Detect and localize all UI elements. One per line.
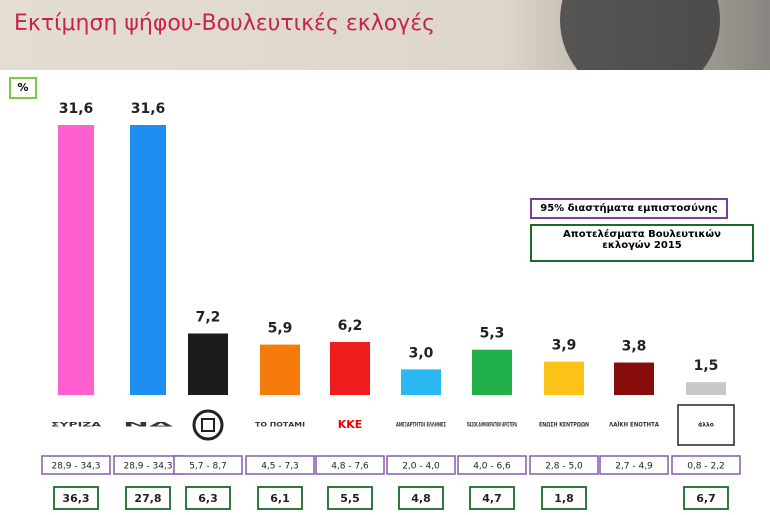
category-label: ΠΑΣΟΚ ΔΗΜΟΚΡΑΤΙΚΗ ΑΡΙΣΤΕΡΑ (467, 422, 517, 429)
logo-box (536, 405, 592, 445)
bar (472, 349, 512, 395)
logo-emblem (201, 418, 215, 432)
value-label: 5,9 (268, 321, 293, 337)
interval-box (457, 455, 527, 475)
interval-label: 4,5 - 7,3 (261, 462, 299, 472)
category-label: ΛΑΪΚΗ ΕΝΟΤΗΤΑ (609, 422, 659, 429)
previous-box (257, 486, 303, 510)
bar (130, 125, 166, 395)
category-label: ΝΔ (123, 422, 175, 429)
previous-box (185, 486, 231, 510)
category-label: ΚΚΕ (338, 418, 363, 431)
value-label: 3,9 (552, 338, 577, 354)
previous-box (398, 486, 444, 510)
bar (58, 125, 94, 395)
interval-label: 4,0 - 6,6 (473, 462, 511, 472)
bar (188, 333, 228, 395)
logo-box (606, 405, 662, 445)
bar (401, 369, 441, 395)
value-label: 7,2 (196, 309, 221, 325)
logo-box (393, 405, 449, 445)
previous-box (53, 486, 99, 510)
value-label: 5,3 (480, 326, 505, 342)
previous-label: 6,3 (198, 492, 218, 505)
category-label: ΑΝΕΞΑΡΤΗΤΟΙ ΕΛΛΗΝΕΣ (396, 422, 446, 429)
unit-box (9, 77, 37, 99)
chart-title: Εκτίμηση ψήφου-Βουλευτικές εκλογές (14, 11, 435, 36)
logo-box (252, 405, 308, 445)
value-label: 3,0 (409, 345, 434, 361)
previous-box (683, 486, 729, 510)
interval-label: 0,8 - 2,2 (687, 462, 725, 472)
interval-label: 28,9 - 34,3 (51, 462, 100, 472)
value-label: 31,6 (131, 101, 166, 117)
previous-label: 6,1 (270, 492, 290, 505)
value-label: 1,5 (694, 358, 719, 374)
interval-box (315, 455, 385, 475)
interval-box (529, 455, 599, 475)
logo-box (322, 405, 378, 445)
logo-box (464, 405, 520, 445)
bar (544, 361, 584, 395)
plot-background (0, 70, 770, 515)
previous-label: 6,7 (696, 492, 716, 505)
logo-emblem (192, 409, 224, 441)
interval-box (245, 455, 315, 475)
interval-box (599, 455, 669, 475)
previous-box (327, 486, 373, 510)
previous-box (541, 486, 587, 510)
category-label: ΤΟ ΠΟΤΑΜΙ (255, 422, 305, 429)
interval-label: 2,7 - 4,9 (615, 462, 653, 472)
bar (614, 362, 654, 395)
previous-label: 1,8 (554, 492, 574, 505)
interval-label: 4,8 - 7,6 (331, 462, 369, 472)
previous-label: 27,8 (134, 492, 161, 505)
logo-box (48, 405, 104, 445)
interval-box (386, 455, 456, 475)
bar (686, 382, 726, 395)
logo-box (677, 404, 735, 446)
interval-box (173, 455, 243, 475)
category-label: άλλο (698, 422, 714, 429)
bar (260, 344, 300, 395)
logo-box (120, 405, 176, 445)
interval-box (41, 455, 111, 475)
interval-label: 28,9 - 34,3 (123, 462, 172, 472)
previous-box (125, 486, 171, 510)
value-label: 6,2 (338, 318, 363, 334)
category-label: ΣΥΡΙΖΑ (51, 422, 102, 429)
interval-label: 5,7 - 8,7 (189, 462, 227, 472)
interval-label: 2,0 - 4,0 (402, 462, 440, 472)
legend-intervals: 95% διαστήματα εμπιστοσύνης (530, 198, 728, 219)
value-label: 31,6 (59, 101, 94, 117)
previous-label: 4,8 (411, 492, 431, 505)
previous-label: 4,7 (482, 492, 502, 505)
previous-label: 5,5 (340, 492, 360, 505)
unit-label: % (17, 81, 28, 94)
bar (330, 342, 370, 395)
interval-label: 2,8 - 5,0 (545, 462, 583, 472)
previous-label: 36,3 (62, 492, 89, 505)
legend-previous: Αποτελέσματα Βουλευτικών εκλογών 2015 (530, 224, 754, 262)
previous-box (469, 486, 515, 510)
value-label: 3,8 (622, 339, 647, 355)
category-label: ΕΝΩΣΗ ΚΕΝΤΡΩΩΝ (539, 422, 589, 429)
interval-box (671, 455, 741, 475)
